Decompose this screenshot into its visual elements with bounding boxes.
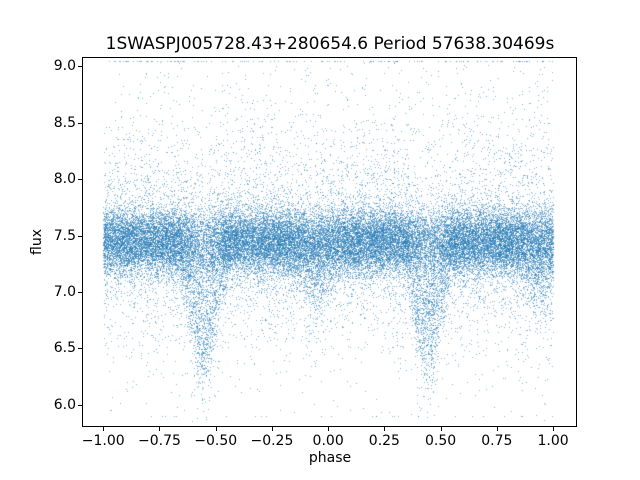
plot-area xyxy=(82,57,577,427)
scatter-canvas xyxy=(83,58,576,426)
y-tick-label: 9.0 xyxy=(53,58,76,75)
x-tick-label: 0.00 xyxy=(312,433,344,449)
y-tick-label: 8.0 xyxy=(53,171,76,188)
y-tick-mark xyxy=(78,291,82,293)
x-tick-label: −0.75 xyxy=(138,433,181,449)
x-tick-mark xyxy=(215,427,217,431)
x-tick-label: 0.25 xyxy=(368,433,400,449)
y-tick-mark xyxy=(78,404,82,406)
x-tick-mark xyxy=(271,427,273,431)
x-tick-label: 1.00 xyxy=(537,433,569,449)
y-tick-mark xyxy=(78,235,82,237)
x-tick-label: 0.50 xyxy=(425,433,457,449)
x-tick-label: −0.50 xyxy=(194,433,238,449)
x-tick-mark xyxy=(496,427,498,431)
y-tick-label: 8.5 xyxy=(53,114,76,131)
x-tick-label: 0.75 xyxy=(481,433,513,449)
y-tick-label: 6.0 xyxy=(53,396,76,413)
y-tick-label: 7.5 xyxy=(53,227,76,244)
x-tick-mark xyxy=(553,427,555,431)
x-tick-label: −0.25 xyxy=(250,433,294,449)
y-tick-mark xyxy=(78,66,82,68)
y-axis-label: flux xyxy=(29,229,45,255)
x-tick-mark xyxy=(440,427,442,431)
x-tick-mark xyxy=(328,427,330,431)
x-tick-mark xyxy=(103,427,105,431)
x-tick-mark xyxy=(384,427,386,431)
y-tick-mark xyxy=(78,348,82,350)
x-tick-label: −1.00 xyxy=(81,433,125,449)
chart-title: 1SWASPJ005728.43+280654.6 Period 57638.3… xyxy=(105,34,555,54)
y-tick-label: 7.0 xyxy=(53,283,76,300)
y-tick-mark xyxy=(78,122,82,124)
y-tick-label: 6.5 xyxy=(53,340,76,357)
x-tick-mark xyxy=(159,427,161,431)
x-axis-label: phase xyxy=(308,450,352,466)
y-tick-mark xyxy=(78,179,82,181)
